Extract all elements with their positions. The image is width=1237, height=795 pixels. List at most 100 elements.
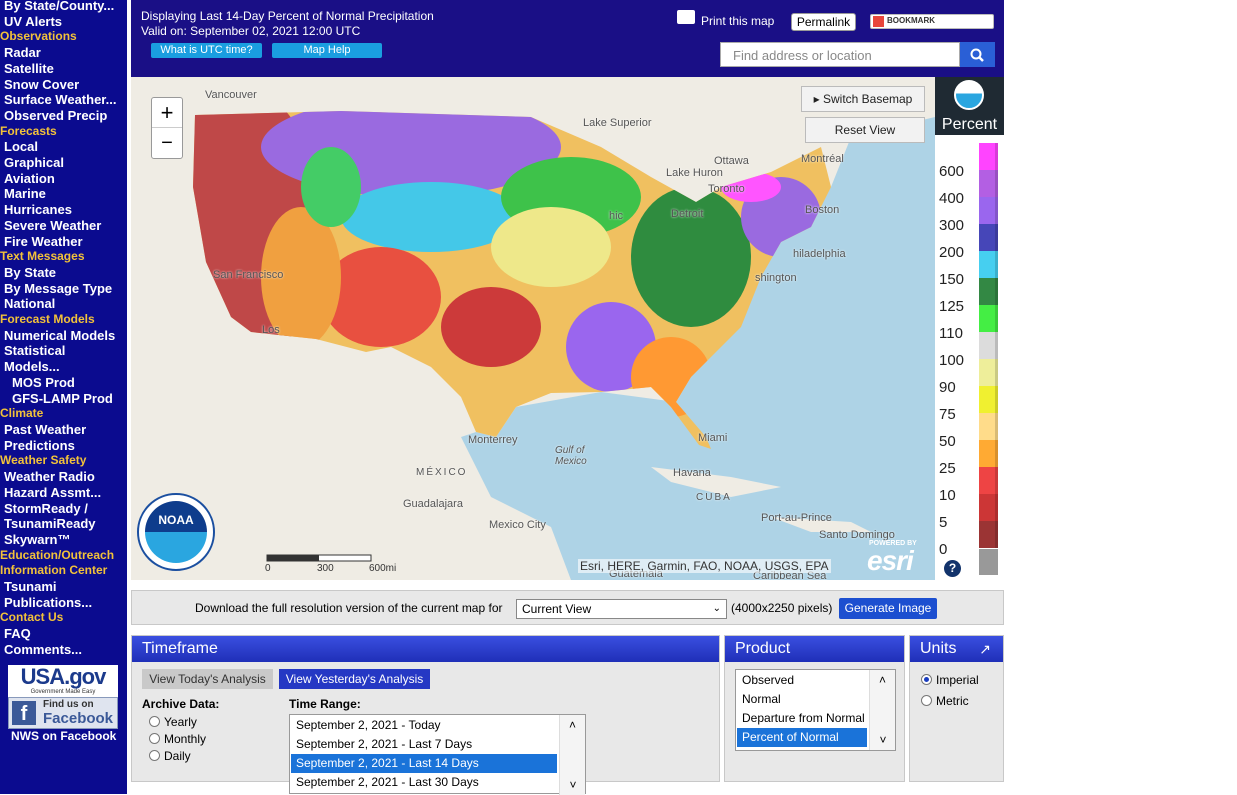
menu-link[interactable]: Observed Precip [4, 107, 108, 123]
menu-link[interactable]: By State [4, 264, 57, 280]
legend-help[interactable]: ? [944, 560, 961, 577]
legend-swatch [979, 278, 998, 305]
menu-link[interactable]: Hurricanes [4, 202, 72, 218]
esri-logo: esri [867, 545, 914, 576]
reset-view[interactable]: Reset View [805, 117, 925, 143]
header-valid: Valid on: September 02, 2021 12:00 UTC [141, 24, 361, 38]
legend-swatch [979, 494, 998, 521]
menu-link[interactable]: Tsunami [4, 579, 57, 595]
menu-section: Climate [0, 406, 44, 421]
zoom-control: + − [151, 97, 183, 159]
menu-sublink[interactable]: GFS-LAMP Prod [12, 390, 113, 406]
menu-link[interactable]: Fire Weather [4, 233, 83, 249]
units-arrow[interactable]: ↗ [979, 641, 991, 657]
today-button[interactable]: View Today's Analysis [142, 669, 273, 689]
scroll-down[interactable]: ˅ [879, 733, 887, 747]
scrollbar: ˄ ˅ [869, 670, 895, 750]
range-option[interactable]: September 2, 2021 - Last 14 Days [291, 754, 557, 773]
switch-basemap[interactable]: ▸ Switch Basemap [801, 86, 925, 112]
generate-image[interactable]: Generate Image [839, 598, 937, 619]
product-option[interactable]: Normal [742, 692, 781, 706]
product-option[interactable]: Observed [742, 673, 795, 687]
map-canvas [131, 77, 935, 580]
menu-link[interactable]: Local [4, 139, 38, 155]
download-select-value: Current View [522, 602, 592, 616]
place-label: hic [609, 210, 624, 222]
powered-by: POWERED BY [869, 540, 917, 547]
sidebar: By State/County... UV Alerts Observations R… [0, 0, 127, 794]
legend-swatch [979, 413, 998, 440]
menu-link[interactable]: StormReady / TsunamiReady [4, 500, 96, 532]
help-button[interactable]: Map Help [272, 43, 382, 58]
download-select[interactable]: Current View ⌄ [516, 599, 727, 619]
range-option[interactable]: September 2, 2021 - Today [296, 718, 441, 732]
menu-link[interactable]: Comments... [4, 641, 83, 657]
menu-link[interactable]: Numerical Models [4, 327, 116, 343]
facebook-label: Facebook [43, 710, 114, 727]
search-button[interactable] [960, 42, 995, 67]
archive-option[interactable]: Monthly [149, 731, 206, 748]
menu-link[interactable]: Snow Cover [4, 76, 80, 92]
unit-option[interactable]: Imperial [921, 670, 979, 691]
menu-link[interactable]: By State/County... [4, 0, 115, 13]
map[interactable]: Vancouver Lake Superior Ottawa Montréal Lake… [131, 77, 935, 580]
radio-button[interactable] [149, 716, 160, 727]
menu-sublink[interactable]: MOS Prod [12, 374, 75, 390]
menu-link[interactable]: UV Alerts [4, 13, 63, 29]
menu-link[interactable]: Skywarn™ [4, 531, 71, 547]
radio-button[interactable] [921, 674, 932, 685]
legend-header: Percent [935, 77, 1004, 135]
menu-link[interactable]: Past Weather [4, 421, 87, 437]
unit-option[interactable]: Metric [921, 691, 979, 712]
menu-link[interactable]: Predictions [4, 437, 75, 453]
permalink-button[interactable]: Permalink [791, 13, 856, 31]
menu-link[interactable]: Publications... [4, 594, 93, 610]
unit-option-label: Metric [936, 694, 969, 708]
range-option[interactable]: September 2, 2021 - Last 7 Days [296, 737, 473, 751]
menu-link[interactable]: Severe Weather [4, 217, 102, 233]
menu-link[interactable]: Marine [4, 186, 46, 202]
bookmark-button[interactable]: BOOKMARK [870, 14, 994, 29]
search-box[interactable]: Find address or location [720, 42, 960, 67]
menu-link[interactable]: FAQ [4, 626, 31, 642]
radio-button[interactable] [149, 750, 160, 761]
bookmark-plus [873, 16, 884, 27]
archive-option[interactable]: Yearly [149, 714, 206, 731]
archive-option[interactable]: Daily [149, 748, 206, 765]
place-label: Boston [805, 204, 840, 216]
scale-label: 300 [317, 563, 334, 574]
legend-swatch [979, 251, 998, 278]
print-icon[interactable] [677, 10, 695, 24]
scroll-up[interactable]: ˄ [878, 673, 886, 687]
menu-link[interactable]: Aviation [4, 170, 55, 186]
menu-link[interactable]: Statistical Models... [4, 343, 66, 375]
facebook-icon: f [12, 701, 36, 725]
facebook-badge[interactable]: f Find us on Facebook [8, 697, 118, 729]
menu-link[interactable]: Satellite [4, 60, 54, 76]
menu-link[interactable]: Graphical [4, 155, 64, 171]
menu-link[interactable]: Surface Weather... [4, 92, 117, 108]
menu-link[interactable]: By Message Type [4, 280, 113, 296]
nws-facebook[interactable]: NWS on Facebook [11, 729, 117, 743]
usagov-badge[interactable]: USA.gov Government Made Easy [8, 665, 118, 697]
menu-link[interactable]: Weather Radio [4, 469, 95, 485]
noaa-logo: NOAA [137, 493, 215, 571]
menu-link[interactable]: National [4, 296, 56, 312]
zoom-out[interactable]: − [161, 132, 173, 154]
zoom-in[interactable]: + [152, 98, 182, 128]
range-option[interactable]: September 2, 2021 - Last 30 Days [296, 775, 479, 789]
menu-link[interactable]: Hazard Assmt... [4, 484, 102, 500]
radio-button[interactable] [149, 733, 160, 744]
radio-button[interactable] [921, 695, 932, 706]
scroll-up[interactable]: ˄ [568, 718, 576, 732]
yesterday-button[interactable]: View Yesterday's Analysis [279, 669, 430, 689]
product-option[interactable]: Percent of Normal [737, 728, 867, 747]
print-link[interactable]: Print this map [701, 14, 775, 28]
utc-button[interactable]: What is UTC time? [151, 43, 262, 58]
legend-label: 100 [939, 352, 965, 369]
legend-label: 75 [939, 406, 956, 423]
product-option[interactable]: Departure from Normal [742, 711, 865, 725]
scroll-down[interactable]: ˅ [569, 778, 577, 792]
menu-link[interactable]: Radar [4, 45, 41, 61]
